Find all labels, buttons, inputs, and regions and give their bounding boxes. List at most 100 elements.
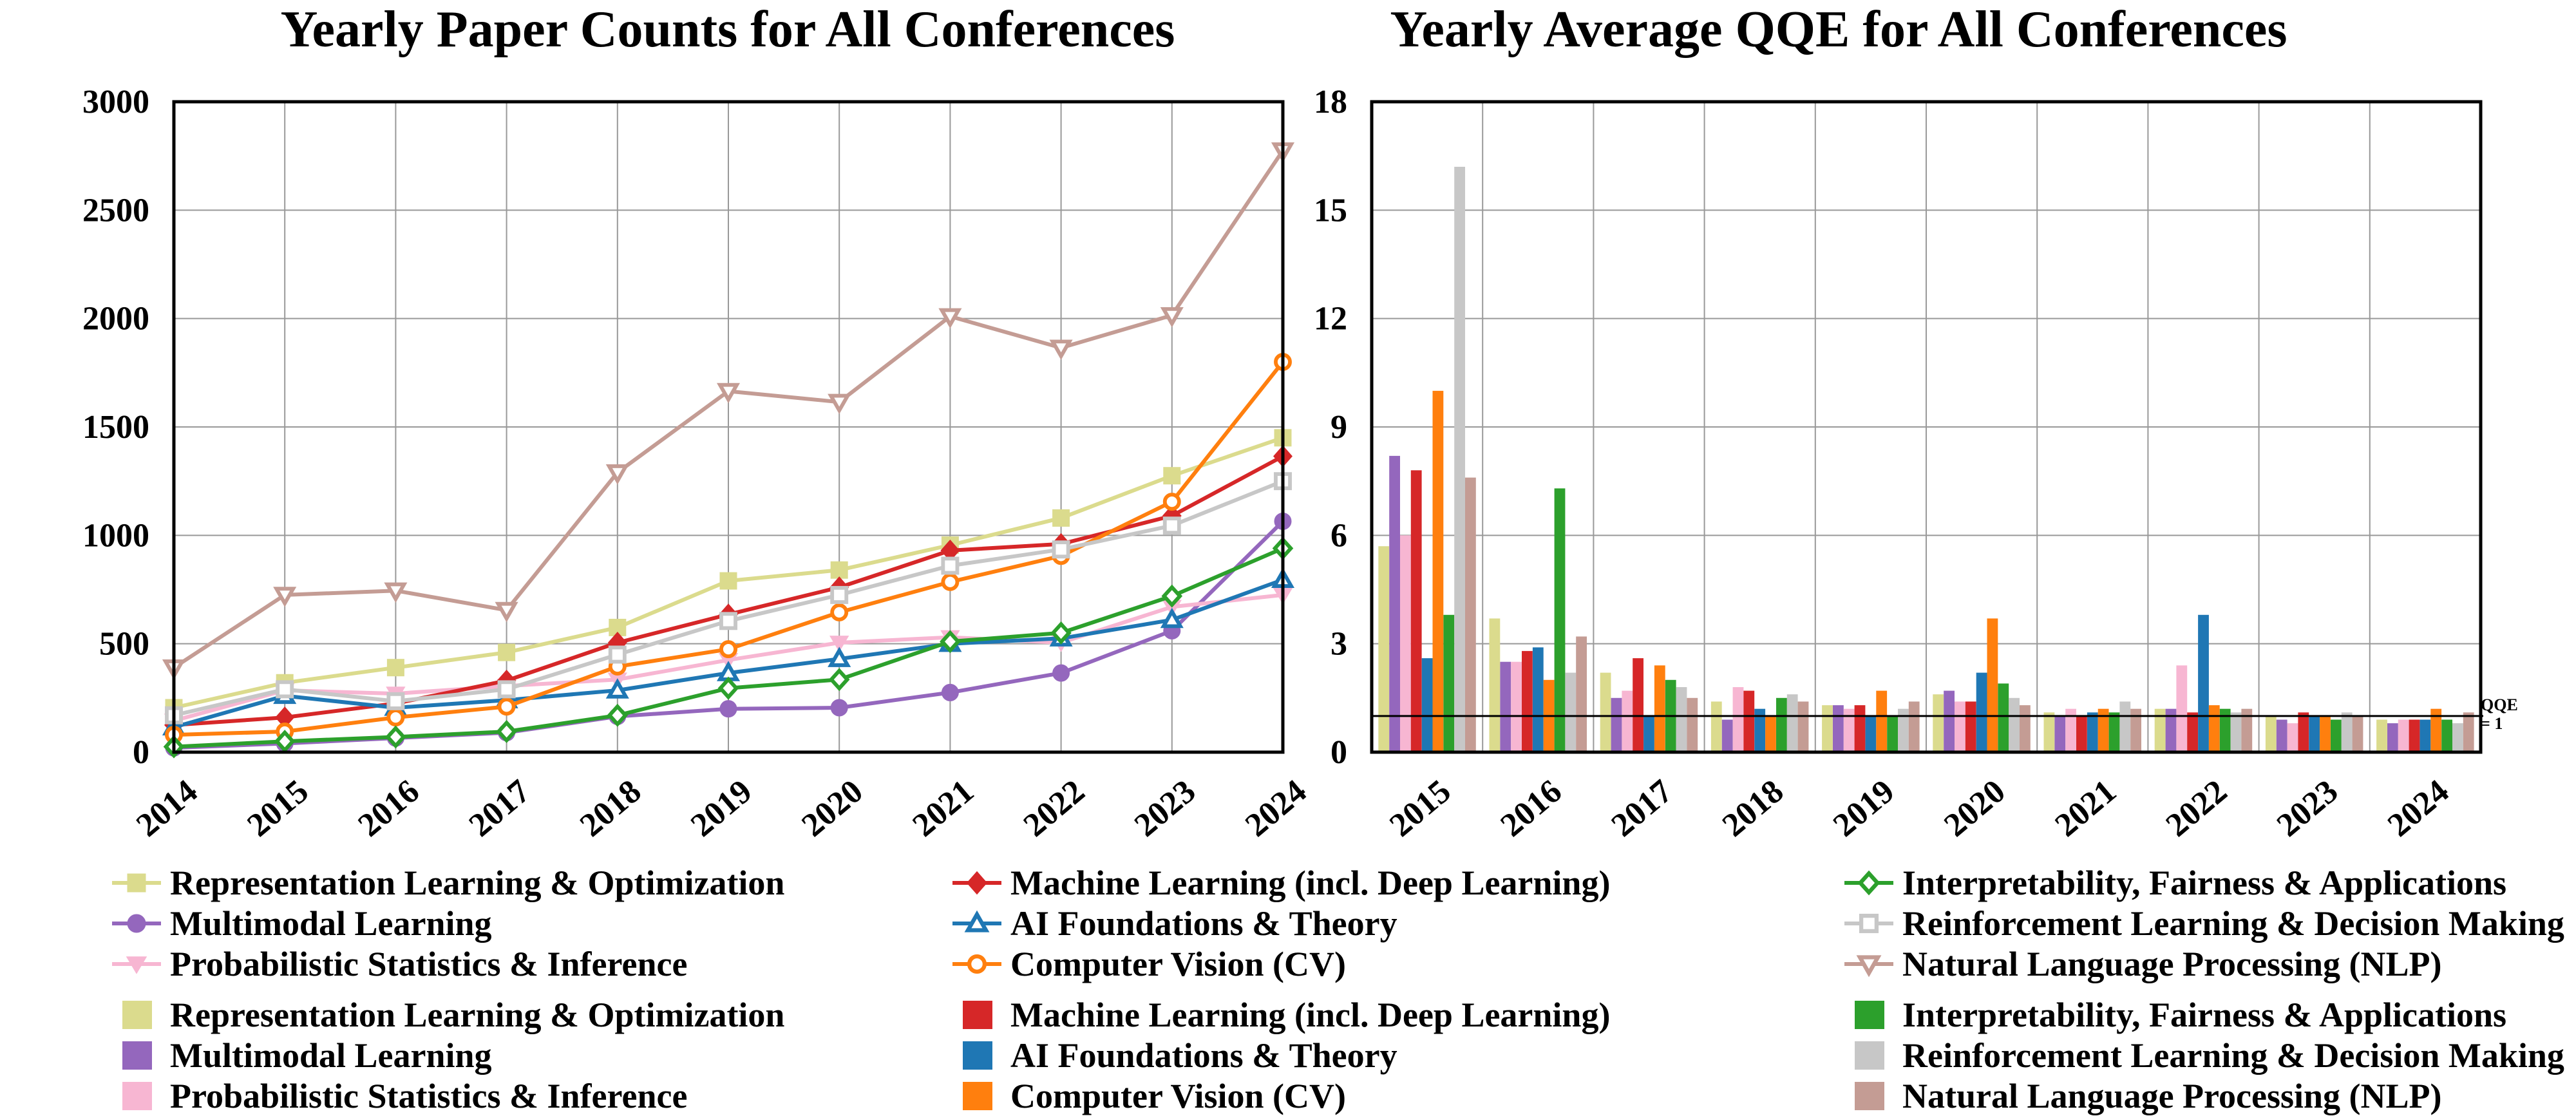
bar-chart-ytick-label: 6: [1331, 517, 1347, 554]
legend-label: Interpretability, Fairness & Application…: [1902, 996, 2507, 1034]
bar-chart-xtick-label: 2019: [1826, 773, 1901, 844]
bar-machine-learning-incl-deep-learning: [2298, 712, 2309, 752]
legend-label: Interpretability, Fairness & Application…: [1902, 864, 2507, 902]
line-chart-ytick-label: 1500: [82, 409, 149, 446]
bar-series-natural-language-processing-nlp: [1465, 477, 2474, 752]
line-chart-y-ticks: 0 500 1000 1500 2000 2500 3000: [82, 84, 149, 771]
legend-marker: [964, 910, 990, 932]
bar-representation-learning-optimization: [2376, 719, 2387, 752]
legend-swatch-line: [952, 910, 1001, 932]
bar-chart-xtick-label: 2023: [2270, 773, 2345, 844]
bar-ai-foundations-theory: [2198, 614, 2209, 752]
bar-machine-learning-incl-deep-learning: [1743, 690, 1755, 752]
bar-machine-learning-incl-deep-learning: [1410, 470, 1422, 752]
legend-bar-swatch: [122, 1082, 152, 1110]
bar-chart-grid: [1372, 102, 2481, 752]
line-chart-title: Yearly Paper Counts for All Conferences: [281, 1, 1175, 58]
legend-marker: [966, 871, 988, 895]
point-probabilistic-statistics-inference: [829, 636, 849, 652]
legend-bar-swatch: [1855, 1082, 1884, 1110]
bar-multimodal-learning: [1500, 661, 1511, 752]
bar-probabilistic-statistics-inference: [1400, 535, 1411, 752]
bar-multimodal-learning: [1721, 719, 1733, 752]
point-representation-learning-optimization: [719, 572, 737, 590]
line-chart-ytick-label: 2500: [82, 192, 149, 229]
point-interpretability-fairness-applications: [940, 630, 961, 654]
bar-reinforcement-learning-decision-making: [2230, 712, 2242, 752]
point-computer-vision-cv: [497, 697, 516, 716]
legend-item-line-machine-learning-incl-deep-learning: Machine Learning (incl. Deep Learning): [950, 863, 1610, 903]
bar-chart-ytick-label: 12: [1314, 301, 1347, 337]
point-computer-vision-cv: [941, 572, 960, 591]
legend-swatch-bar: [1855, 1001, 1884, 1029]
point-computer-vision-cv: [830, 603, 849, 621]
bar-representation-learning-optimization: [1489, 618, 1501, 752]
bar-multimodal-learning: [1944, 690, 1955, 752]
bar-chart-xtick-label: 2022: [2159, 773, 2234, 844]
bar-ai-foundations-theory: [1421, 658, 1433, 752]
point-reinforcement-learning-decision-making: [1052, 540, 1070, 559]
bar-series-representation-learning-optimization: [1378, 546, 2387, 752]
bar-chart-ytick-label: 9: [1331, 409, 1347, 446]
point-computer-vision-cv: [386, 708, 405, 727]
bar-chart-title: Yearly Average QQE for All Conferences: [1390, 1, 2287, 58]
legend-swatch-line: [112, 956, 161, 974]
qqe-label-line2: = 1: [2481, 714, 2503, 733]
point-representation-learning-optimization: [1052, 509, 1070, 527]
line-chart-xtick-label: 2015: [240, 773, 315, 844]
legend: Representation Learning & Optimization Mu…: [0, 856, 2576, 1115]
legend-bar-swatch: [963, 1001, 992, 1029]
bar-interpretability-fairness-applications: [1887, 715, 1898, 752]
bar-probabilistic-statistics-inference: [2176, 665, 2188, 752]
legend-label: Reinforcement Learning & Decision Making: [1902, 1036, 2564, 1075]
legend-swatch-line: [1844, 870, 1893, 896]
bar-chart-bars: [1378, 167, 2474, 752]
bar-ai-foundations-theory: [2420, 719, 2431, 752]
bar-computer-vision-cv: [1765, 715, 1776, 752]
bar-ai-foundations-theory: [1976, 672, 1987, 752]
legend-item-line-representation-learning-optimization: Representation Learning & Optimization: [109, 863, 784, 903]
bar-representation-learning-optimization: [1933, 694, 1944, 752]
legend-swatch-bar: [1855, 1082, 1884, 1110]
legend-label: AI Foundations & Theory: [1010, 904, 1397, 943]
point-natural-language-processing-nlp: [605, 464, 629, 485]
point-ai-foundations-theory: [605, 678, 629, 699]
legend-swatch-line: [112, 873, 161, 893]
line-chart-xtick-label: 2022: [1017, 773, 1092, 844]
bar-probabilistic-statistics-inference: [1622, 690, 1633, 752]
bar-multimodal-learning: [1389, 455, 1400, 752]
legend-marker: [967, 954, 987, 974]
legend-label: Probabilistic Statistics & Inference: [170, 1077, 688, 1115]
bar-machine-learning-incl-deep-learning: [1633, 658, 1643, 752]
legend-bar-swatch: [963, 1041, 992, 1070]
bar-chart-xtick-label: 2017: [1605, 773, 1680, 844]
bar-ai-foundations-theory: [1643, 715, 1654, 752]
bar-chart-ytick-label: 18: [1314, 84, 1347, 120]
legend-swatch-bar: [963, 1041, 992, 1070]
point-interpretability-fairness-applications: [496, 720, 517, 744]
legend-marker: [1857, 870, 1880, 896]
point-representation-learning-optimization: [830, 561, 848, 579]
line-chart-xtick-label: 2018: [573, 773, 648, 844]
legend-swatch-line: [952, 954, 1001, 974]
line-chart-xtick-label: 2020: [795, 773, 869, 844]
bar-multimodal-learning: [1833, 705, 1844, 752]
point-multimodal-learning: [830, 699, 848, 717]
line-chart-xtick-label: 2014: [129, 773, 204, 844]
bar-reinforcement-learning-decision-making: [1454, 167, 1465, 752]
bar-reinforcement-learning-decision-making: [2119, 701, 2131, 752]
bar-computer-vision-cv: [1432, 390, 1444, 752]
line-series-computer-vision-cv: [165, 353, 1292, 744]
legend-item-bar-interpretability-fairness-applications: Interpretability, Fairness & Application…: [1842, 995, 2506, 1035]
qqe-label-line1: QQE: [2481, 695, 2518, 714]
bar-reinforcement-learning-decision-making: [1565, 672, 1577, 752]
legend-swatch-bar: [1855, 1041, 1884, 1070]
bar-representation-learning-optimization: [1600, 672, 1611, 752]
bar-chart-xtick-label: 2016: [1494, 773, 1569, 844]
legend-label: Natural Language Processing (NLP): [1902, 945, 2442, 983]
legend-item-bar-ai-foundations-theory: AI Foundations & Theory: [950, 1036, 1397, 1075]
bar-series-machine-learning-incl-deep-learning: [1410, 470, 2420, 752]
bar-natural-language-processing-nlp: [1576, 636, 1587, 752]
bar-natural-language-processing-nlp: [2352, 715, 2363, 752]
